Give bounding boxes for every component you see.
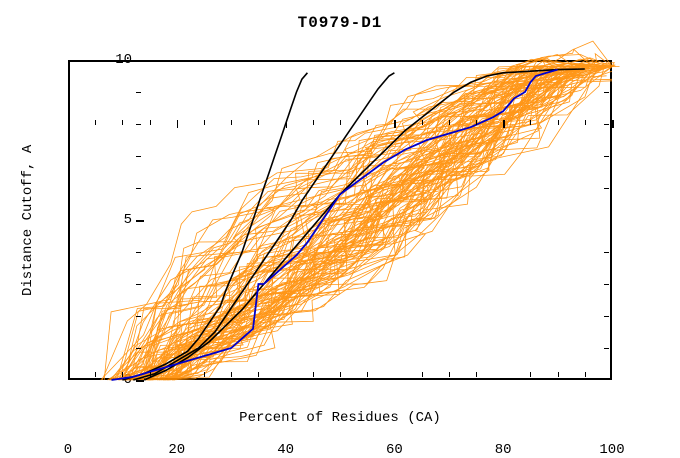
x-minor-tick-30 bbox=[231, 120, 232, 125]
x-tick-label-60: 60 bbox=[386, 442, 403, 458]
x-minor-tick-bottom-90 bbox=[558, 372, 559, 377]
x-major-tick-20 bbox=[177, 120, 179, 128]
x-minor-tick-85 bbox=[530, 120, 531, 125]
y-minor-tick-right-9 bbox=[604, 92, 609, 93]
x-minor-tick-35 bbox=[258, 120, 259, 125]
y-minor-tick-1 bbox=[136, 348, 141, 349]
y-major-tick-0 bbox=[136, 380, 144, 382]
y-minor-tick-9 bbox=[136, 92, 141, 93]
x-minor-tick-50 bbox=[340, 120, 341, 125]
x-minor-tick-bottom-15 bbox=[150, 372, 151, 377]
x-minor-tick-bottom-85 bbox=[530, 372, 531, 377]
y-minor-tick-right-3 bbox=[604, 284, 609, 285]
x-tick-label-80: 80 bbox=[495, 442, 512, 458]
model-curve-orange bbox=[141, 66, 611, 380]
y-minor-tick-right-1 bbox=[604, 348, 609, 349]
x-minor-tick-bottom-50 bbox=[340, 372, 341, 377]
x-tick-label-20: 20 bbox=[168, 442, 185, 458]
y-minor-tick-4 bbox=[136, 252, 141, 253]
model-curve-orange bbox=[170, 66, 609, 380]
x-minor-tick-10 bbox=[122, 120, 123, 125]
x-minor-tick-55 bbox=[367, 120, 368, 125]
y-minor-tick-6 bbox=[136, 188, 141, 189]
y-minor-tick-7 bbox=[136, 156, 141, 157]
y-minor-tick-2 bbox=[136, 316, 141, 317]
x-major-tick-80 bbox=[503, 120, 505, 128]
x-minor-tick-5 bbox=[95, 120, 96, 125]
x-tick-label-40: 40 bbox=[277, 442, 294, 458]
x-major-tick-60 bbox=[394, 120, 396, 128]
x-minor-tick-65 bbox=[422, 120, 423, 125]
model-curve-orange bbox=[111, 61, 553, 381]
plot-area: 0 5 10 0 20 40 60 80 100 bbox=[68, 60, 612, 380]
y-minor-tick-3 bbox=[136, 284, 141, 285]
x-tick-label-100: 100 bbox=[599, 442, 624, 458]
x-major-tick-0 bbox=[68, 120, 70, 128]
x-minor-tick-bottom-45 bbox=[313, 372, 314, 377]
scatter-lines-svg bbox=[68, 60, 612, 380]
y-minor-tick-right-2 bbox=[604, 316, 609, 317]
x-minor-tick-bottom-65 bbox=[422, 372, 423, 377]
y-axis-label: Distance Cutoff, A bbox=[18, 60, 38, 380]
x-minor-tick-bottom-95 bbox=[585, 372, 586, 377]
x-minor-tick-25 bbox=[204, 120, 205, 125]
x-minor-tick-45 bbox=[313, 120, 314, 125]
x-minor-tick-90 bbox=[558, 120, 559, 125]
x-minor-tick-bottom-10 bbox=[122, 372, 123, 377]
x-axis-label: Percent of Residues (CA) bbox=[68, 410, 612, 426]
y-minor-tick-right-4 bbox=[604, 252, 609, 253]
y-minor-tick-8 bbox=[136, 124, 141, 125]
y-major-tick-10 bbox=[136, 60, 144, 62]
x-major-tick-40 bbox=[286, 120, 288, 128]
x-minor-tick-75 bbox=[476, 120, 477, 125]
x-minor-tick-bottom-35 bbox=[258, 372, 259, 377]
chart-title: T0979-D1 bbox=[0, 14, 680, 32]
x-minor-tick-bottom-5 bbox=[95, 372, 96, 377]
x-major-tick-100 bbox=[612, 120, 614, 128]
x-minor-tick-bottom-55 bbox=[367, 372, 368, 377]
x-minor-tick-70 bbox=[449, 120, 450, 125]
x-minor-tick-bottom-30 bbox=[231, 372, 232, 377]
x-minor-tick-15 bbox=[150, 120, 151, 125]
y-minor-tick-right-6 bbox=[604, 188, 609, 189]
x-minor-tick-95 bbox=[585, 120, 586, 125]
model-curve-orange bbox=[143, 66, 601, 380]
x-tick-label-0: 0 bbox=[64, 442, 72, 458]
model-curve-orange bbox=[126, 66, 612, 380]
x-minor-tick-bottom-25 bbox=[204, 372, 205, 377]
x-minor-tick-bottom-75 bbox=[476, 372, 477, 377]
x-minor-tick-bottom-70 bbox=[449, 372, 450, 377]
y-major-tick-5 bbox=[136, 220, 144, 222]
model-curve-orange bbox=[101, 66, 612, 380]
y-minor-tick-right-7 bbox=[604, 156, 609, 157]
y-minor-tick-right-8 bbox=[604, 124, 609, 125]
